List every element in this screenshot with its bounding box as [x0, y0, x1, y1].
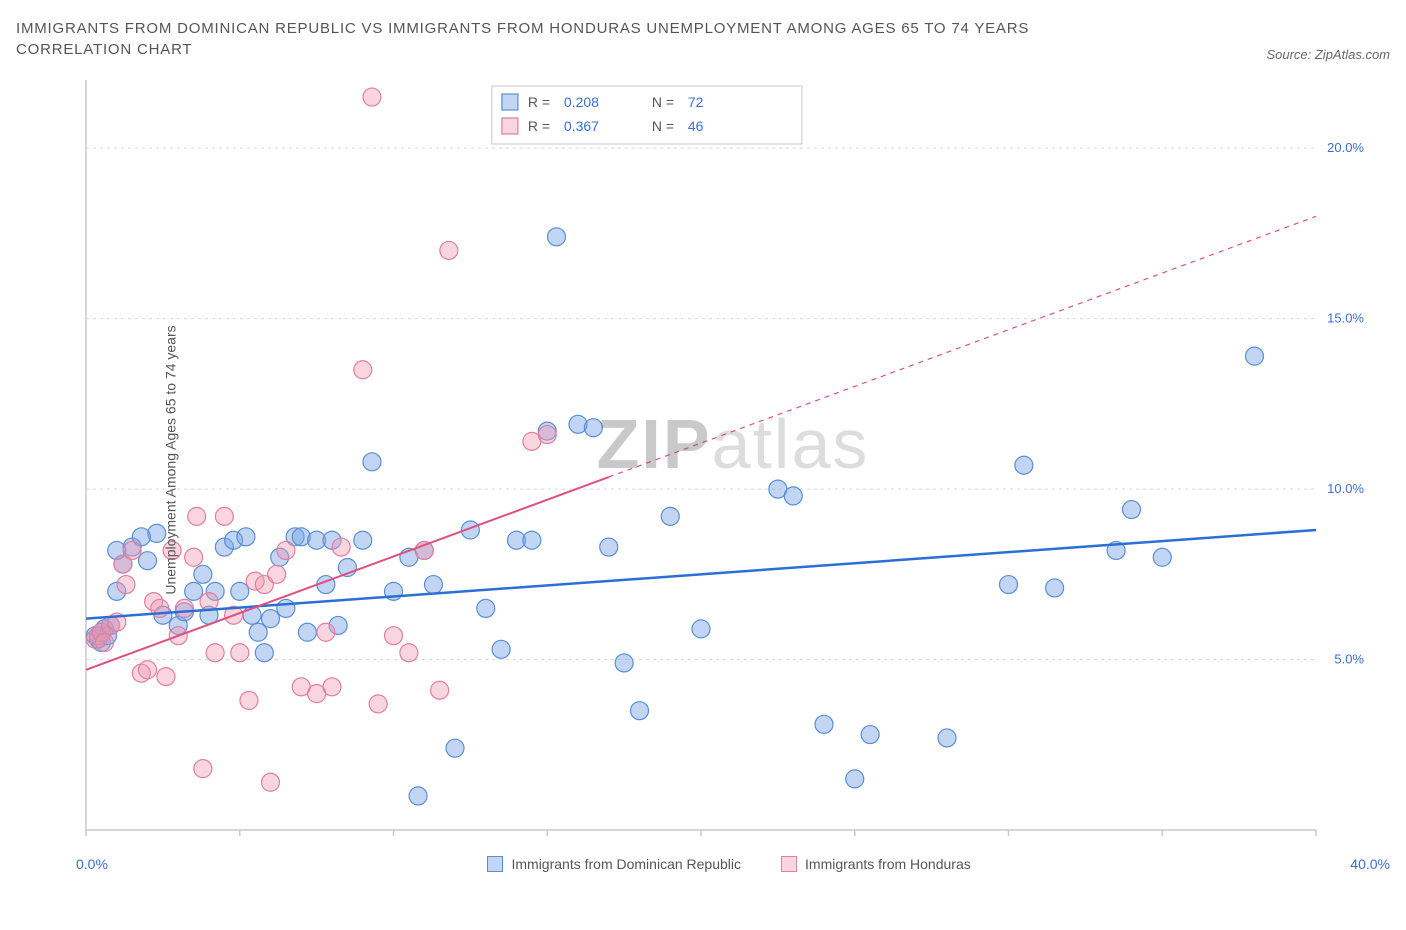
svg-text:15.0%: 15.0%: [1327, 311, 1364, 326]
svg-text:20.0%: 20.0%: [1327, 140, 1364, 155]
svg-text:0.208: 0.208: [564, 94, 599, 110]
source-label: Source: ZipAtlas.com: [1266, 47, 1390, 62]
legend-item: Immigrants from Honduras: [781, 856, 971, 872]
title-line-1: IMMIGRANTS FROM DOMINICAN REPUBLIC VS IM…: [16, 20, 1029, 37]
series-legend: Immigrants from Dominican Republic Immigr…: [487, 856, 970, 872]
correlation-chart: IMMIGRANTS FROM DOMINICAN REPUBLIC VS IM…: [16, 16, 1390, 872]
x-axis-end-label: 40.0%: [1350, 856, 1390, 872]
svg-text:R =: R =: [528, 118, 550, 134]
y-axis-title: Unemployment Among Ages 65 to 74 years: [163, 325, 179, 594]
x-axis-start-label: 0.0%: [76, 856, 108, 872]
legend-item: Immigrants from Dominican Republic: [487, 856, 741, 872]
svg-text:0.367: 0.367: [564, 118, 599, 134]
svg-text:5.0%: 5.0%: [1334, 652, 1364, 667]
svg-text:72: 72: [688, 94, 704, 110]
svg-text:N =: N =: [652, 118, 674, 134]
title-line-2: CORRELATION CHART: [16, 41, 1029, 58]
title-block: IMMIGRANTS FROM DOMINICAN REPUBLIC VS IM…: [16, 16, 1029, 62]
plot-container: Unemployment Among Ages 65 to 74 years 5…: [76, 70, 1390, 850]
chart-header: IMMIGRANTS FROM DOMINICAN REPUBLIC VS IM…: [16, 16, 1390, 62]
svg-text:46: 46: [688, 118, 704, 134]
bottom-legend: 0.0% Immigrants from Dominican RepublicI…: [76, 856, 1390, 872]
scatter-plot-svg: 5.0% 10.0% 15.0% 20.0% R = 0.208 N = 72 R = 0.367…: [76, 70, 1376, 850]
svg-text:R =: R =: [528, 94, 550, 110]
svg-text:N =: N =: [652, 94, 674, 110]
svg-text:10.0%: 10.0%: [1327, 481, 1364, 496]
